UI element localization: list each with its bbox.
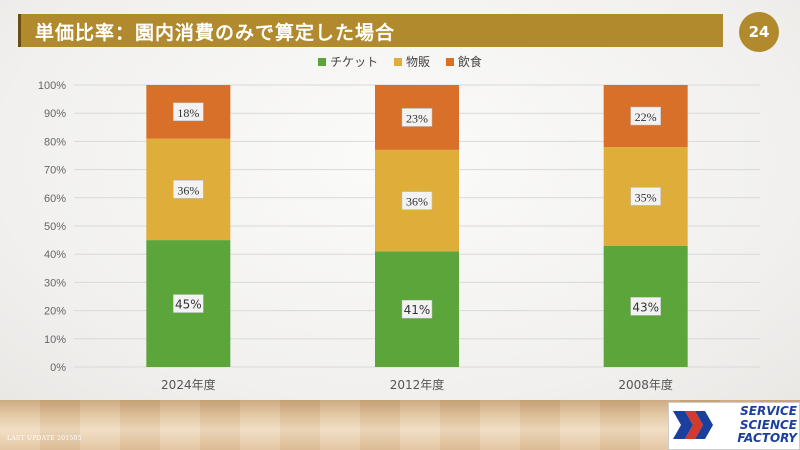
y-tick-label: 10%: [44, 334, 66, 346]
legend-label-food: 飲食: [457, 55, 482, 69]
x-tick-label: 2012年度: [390, 377, 445, 392]
data-label-box: [630, 106, 661, 126]
y-tick-label: 100%: [38, 80, 66, 92]
title-bar: 単価比率：園内消費のみで算定した場合: [18, 14, 723, 47]
service-science-factory-logo: SERVICE SCIENCE FACTORY: [668, 402, 800, 450]
y-tick-label: 60%: [44, 193, 66, 205]
x-tick-label: 2024年度: [161, 377, 216, 392]
logo-line-3: FACTORY: [737, 431, 797, 445]
slide-title: 単価比率：園内消費のみで算定した場合: [35, 22, 396, 44]
data-label: 22%: [635, 110, 657, 124]
logo-mark-icon: [673, 411, 713, 439]
y-tick-label: 40%: [44, 249, 66, 261]
legend-item-goods: 物販: [393, 53, 430, 70]
data-label-box: [401, 108, 433, 127]
data-label: 41%: [404, 303, 431, 317]
data-label-box: [173, 102, 204, 122]
data-label: 36%: [177, 183, 199, 197]
last-update-note: LAST UPDATE 201505: [7, 435, 82, 442]
chart-legend: チケット 物販 飲食: [0, 53, 800, 70]
data-label: 23%: [406, 111, 428, 125]
logo-line-2: SCIENCE: [739, 417, 797, 432]
wood-floor-background: [0, 400, 800, 450]
data-label-box: [630, 187, 661, 206]
data-label-box: [630, 297, 661, 316]
stacked-bar-chart: 0% 10% 20% 30% 40% 50% 60% 70% 80% 90% 100% 45% 36% 1…: [38, 80, 760, 392]
y-tick-label: 80%: [44, 136, 66, 148]
legend-swatch-food: [445, 58, 454, 66]
legend-label-ticket: チケット: [330, 55, 379, 69]
data-label: 18%: [177, 106, 199, 120]
y-tick-label: 90%: [44, 108, 66, 120]
legend-item-ticket: チケット: [318, 53, 378, 70]
logo-line-1: SERVICE: [740, 404, 797, 418]
y-tick-label: 20%: [44, 306, 66, 318]
data-label: 36%: [406, 195, 428, 209]
data-label: 35%: [635, 190, 657, 204]
legend-swatch-goods: [393, 58, 402, 66]
y-tick-label: 50%: [44, 221, 66, 233]
data-label: 45%: [175, 298, 202, 312]
page-number-badge: 24: [739, 12, 779, 52]
data-label-box: [173, 294, 204, 313]
data-label: 43%: [632, 300, 659, 314]
legend-swatch-ticket: [318, 58, 327, 66]
data-label-box: [401, 299, 433, 319]
legend-label-goods: 物販: [405, 55, 430, 69]
y-tick-label: 0%: [50, 362, 66, 374]
y-tick-label: 30%: [44, 277, 66, 289]
data-label-box: [401, 191, 433, 210]
x-tick-label: 2008年度: [618, 377, 673, 392]
logo-text: SERVICE SCIENCE FACTORY: [709, 404, 797, 446]
data-label-box: [173, 180, 204, 199]
y-tick-label: 70%: [44, 165, 66, 177]
legend-item-food: 飲食: [445, 53, 482, 70]
